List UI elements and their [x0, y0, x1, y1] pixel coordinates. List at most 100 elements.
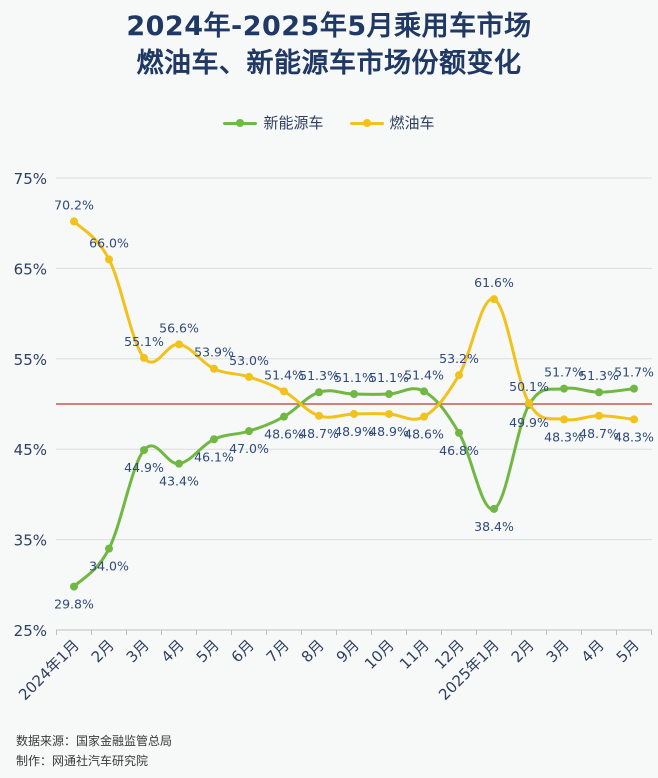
ice-series-point — [245, 372, 253, 381]
x-tick-label: 8月 — [298, 636, 328, 666]
y-tick-label: 75% — [14, 170, 47, 188]
nev-series-point — [245, 427, 253, 436]
ice-data-label: 48.7% — [579, 426, 619, 441]
x-tick-label: 2月 — [508, 636, 538, 666]
source-text: 数据来源：国家金融监管总局 — [16, 734, 173, 748]
nev-series-point — [455, 428, 463, 437]
ice-data-label: 51.4% — [264, 367, 304, 382]
title-line-2: 燃油车、新能源车市场份额变化 — [136, 48, 522, 79]
ice-data-label: 48.3% — [614, 429, 654, 444]
legend-item-nev: 新能源车 — [223, 112, 324, 133]
nev-data-label: 51.7% — [614, 365, 654, 380]
nev-series-point — [385, 390, 393, 399]
ice-series-point — [280, 387, 288, 396]
nev-data-label: 49.9% — [509, 415, 549, 430]
ice-series-point — [490, 295, 498, 304]
nev-data-label: 34.0% — [89, 559, 129, 574]
x-tick-label: 2月 — [88, 636, 118, 666]
ice-series-point — [525, 399, 533, 408]
x-tick-label: 9月 — [333, 636, 363, 666]
x-tick-label: 5月 — [193, 636, 223, 666]
nev-series-point — [70, 582, 78, 591]
nev-data-label: 44.9% — [124, 460, 164, 475]
y-tick-label: 35% — [14, 532, 47, 550]
y-tick-label: 55% — [14, 351, 47, 369]
ice-data-label: 48.6% — [404, 427, 444, 442]
legend-swatch-ice — [349, 116, 384, 130]
nev-data-label: 51.1% — [369, 370, 409, 385]
ice-data-label: 56.6% — [159, 320, 199, 335]
ice-data-label: 48.9% — [369, 424, 409, 439]
nev-series-point — [140, 446, 148, 455]
ice-data-label: 53.2% — [439, 351, 479, 366]
nev-data-label: 29.8% — [54, 597, 94, 612]
ice-data-label: 48.9% — [334, 424, 374, 439]
nev-data-label: 51.4% — [404, 367, 444, 382]
x-tick-label: 4月 — [158, 636, 188, 666]
nev-series-point — [280, 412, 288, 421]
ice-data-label: 61.6% — [474, 275, 514, 290]
nev-data-label: 47.0% — [229, 441, 269, 456]
x-tick-label: 7月 — [263, 636, 293, 666]
x-tick-label: 2024年1月 — [15, 636, 83, 704]
ice-data-label: 50.1% — [509, 379, 549, 394]
nev-data-label: 48.6% — [264, 427, 304, 442]
y-tick-label: 25% — [14, 622, 47, 640]
line-chart: 25%35%45%55%65%75%2024年1月 2月 3月 4月 5月 6月 7月 8月 9… — [14, 170, 654, 704]
nev-data-label: 46.8% — [439, 443, 479, 458]
x-tick-label: 10月 — [361, 636, 398, 673]
ice-series-point — [175, 340, 183, 349]
nev-series-point — [315, 388, 323, 397]
ice-series-point — [140, 353, 148, 362]
nev-data-label: 51.7% — [544, 365, 584, 380]
legend-label-nev: 新能源车 — [263, 114, 324, 132]
nev-series-point — [350, 390, 358, 399]
nev-series-point — [210, 435, 218, 444]
nev-data-label: 51.3% — [579, 368, 619, 383]
maker-text: 制作：网通社汽车研究院 — [16, 754, 149, 768]
ice-series-point — [385, 409, 393, 418]
nev-series-point — [175, 459, 183, 468]
ice-data-label: 53.9% — [194, 345, 234, 360]
x-tick-label: 5月 — [613, 636, 643, 666]
nev-series-point — [560, 384, 568, 393]
nev-data-label: 46.1% — [194, 449, 234, 464]
x-tick-label: 3月 — [543, 636, 573, 666]
ice-data-label: 70.2% — [54, 197, 94, 212]
ice-series-point — [560, 415, 568, 424]
y-tick-label: 65% — [14, 260, 47, 278]
nev-series-point — [595, 388, 603, 397]
nev-series-point — [490, 504, 498, 513]
title-line-1: 2024年-2025年5月乘用车市场 — [126, 11, 532, 42]
legend-swatch-nev — [223, 116, 258, 130]
ice-series-point — [210, 364, 218, 373]
nev-series-point — [105, 544, 113, 553]
nev-data-label: 43.4% — [159, 474, 199, 489]
ice-series-point — [315, 411, 323, 420]
x-tick-label: 6月 — [228, 636, 258, 666]
ice-series-point — [70, 217, 78, 226]
nev-series-point — [420, 387, 428, 396]
ice-data-label: 48.3% — [544, 429, 584, 444]
ice-series-point — [595, 411, 603, 420]
ice-series-point — [420, 412, 428, 421]
ice-data-label: 48.7% — [299, 426, 339, 441]
nev-data-label: 51.3% — [299, 368, 339, 383]
ice-data-label: 55.1% — [124, 334, 164, 349]
ice-data-label: 66.0% — [89, 235, 129, 250]
chart-title: 2024年-2025年5月乘用车市场 燃油车、新能源车市场份额变化 — [0, 8, 658, 82]
legend-item-ice: 燃油车 — [349, 112, 435, 133]
nev-data-label: 51.1% — [334, 370, 374, 385]
x-tick-label: 3月 — [123, 636, 153, 666]
ice-series-point — [350, 409, 358, 418]
nev-data-label: 38.4% — [474, 519, 514, 534]
legend: 新能源车 燃油车 — [0, 112, 658, 133]
x-tick-label: 11月 — [396, 636, 433, 673]
ice-series-point — [105, 255, 113, 264]
ice-series-point — [630, 415, 638, 424]
nev-series-point — [630, 384, 638, 393]
x-tick-label: 4月 — [578, 636, 608, 666]
ice-data-label: 53.0% — [229, 353, 269, 368]
ice-series-point — [455, 371, 463, 380]
y-tick-label: 45% — [14, 441, 47, 459]
